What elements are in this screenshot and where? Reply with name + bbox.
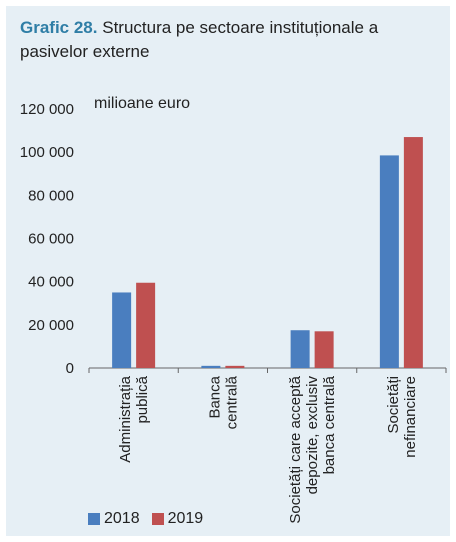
y-tick-label: 40 000 xyxy=(28,274,74,291)
legend-label-2019: 2019 xyxy=(167,510,204,527)
legend-swatch-2018 xyxy=(88,513,100,525)
chart-title-text: Structura pe sectoare instituționale a p… xyxy=(20,18,379,61)
x-category-label: Societăți care acceptă xyxy=(287,375,304,523)
chart-title-label: Grafic 28. xyxy=(20,18,98,37)
x-category-label: publică xyxy=(134,375,151,423)
y-tick-label: 120 000 xyxy=(20,101,74,118)
y-tick-label: 80 000 xyxy=(28,187,74,204)
y-tick-label: 60 000 xyxy=(28,231,74,248)
x-category-label: depozite, exclusiv xyxy=(304,376,321,495)
bar-2018 xyxy=(379,155,399,368)
x-category-label: Administrația xyxy=(117,375,134,462)
legend-item-2018: 2018 xyxy=(88,510,140,528)
x-category-label: centrală xyxy=(223,375,240,429)
legend-swatch-2019 xyxy=(151,513,164,525)
chart-panel: Grafic 28. Structura pe sectoare institu… xyxy=(6,6,450,536)
bar-2019 xyxy=(136,282,156,368)
bar-2019 xyxy=(314,331,334,368)
bar-2018 xyxy=(290,330,310,368)
x-category-label: Societăți xyxy=(385,376,402,434)
legend: 2018 2019 xyxy=(88,510,203,528)
x-category-label: banca centrală xyxy=(321,375,338,474)
bar-2019 xyxy=(403,137,423,368)
bar-2019 xyxy=(225,365,245,368)
y-tick-label: 100 000 xyxy=(20,144,74,161)
y-tick-label: 20 000 xyxy=(28,317,74,334)
y-tick-label: 0 xyxy=(66,360,74,377)
bar-2018 xyxy=(201,365,221,368)
bar-chart: milioane euro 0 20 000 40 000 60 000 80 000 10… xyxy=(20,95,447,524)
x-category-label: Banca xyxy=(206,375,223,418)
chart-title: Grafic 28. Structura pe sectoare institu… xyxy=(20,16,440,64)
legend-item-2019: 2019 xyxy=(151,510,204,528)
legend-label-2018: 2018 xyxy=(104,510,140,527)
bar-2018 xyxy=(112,292,132,368)
x-category-label: nefinanciare xyxy=(402,376,419,458)
y-axis-unit-label: milioane euro xyxy=(94,95,190,112)
